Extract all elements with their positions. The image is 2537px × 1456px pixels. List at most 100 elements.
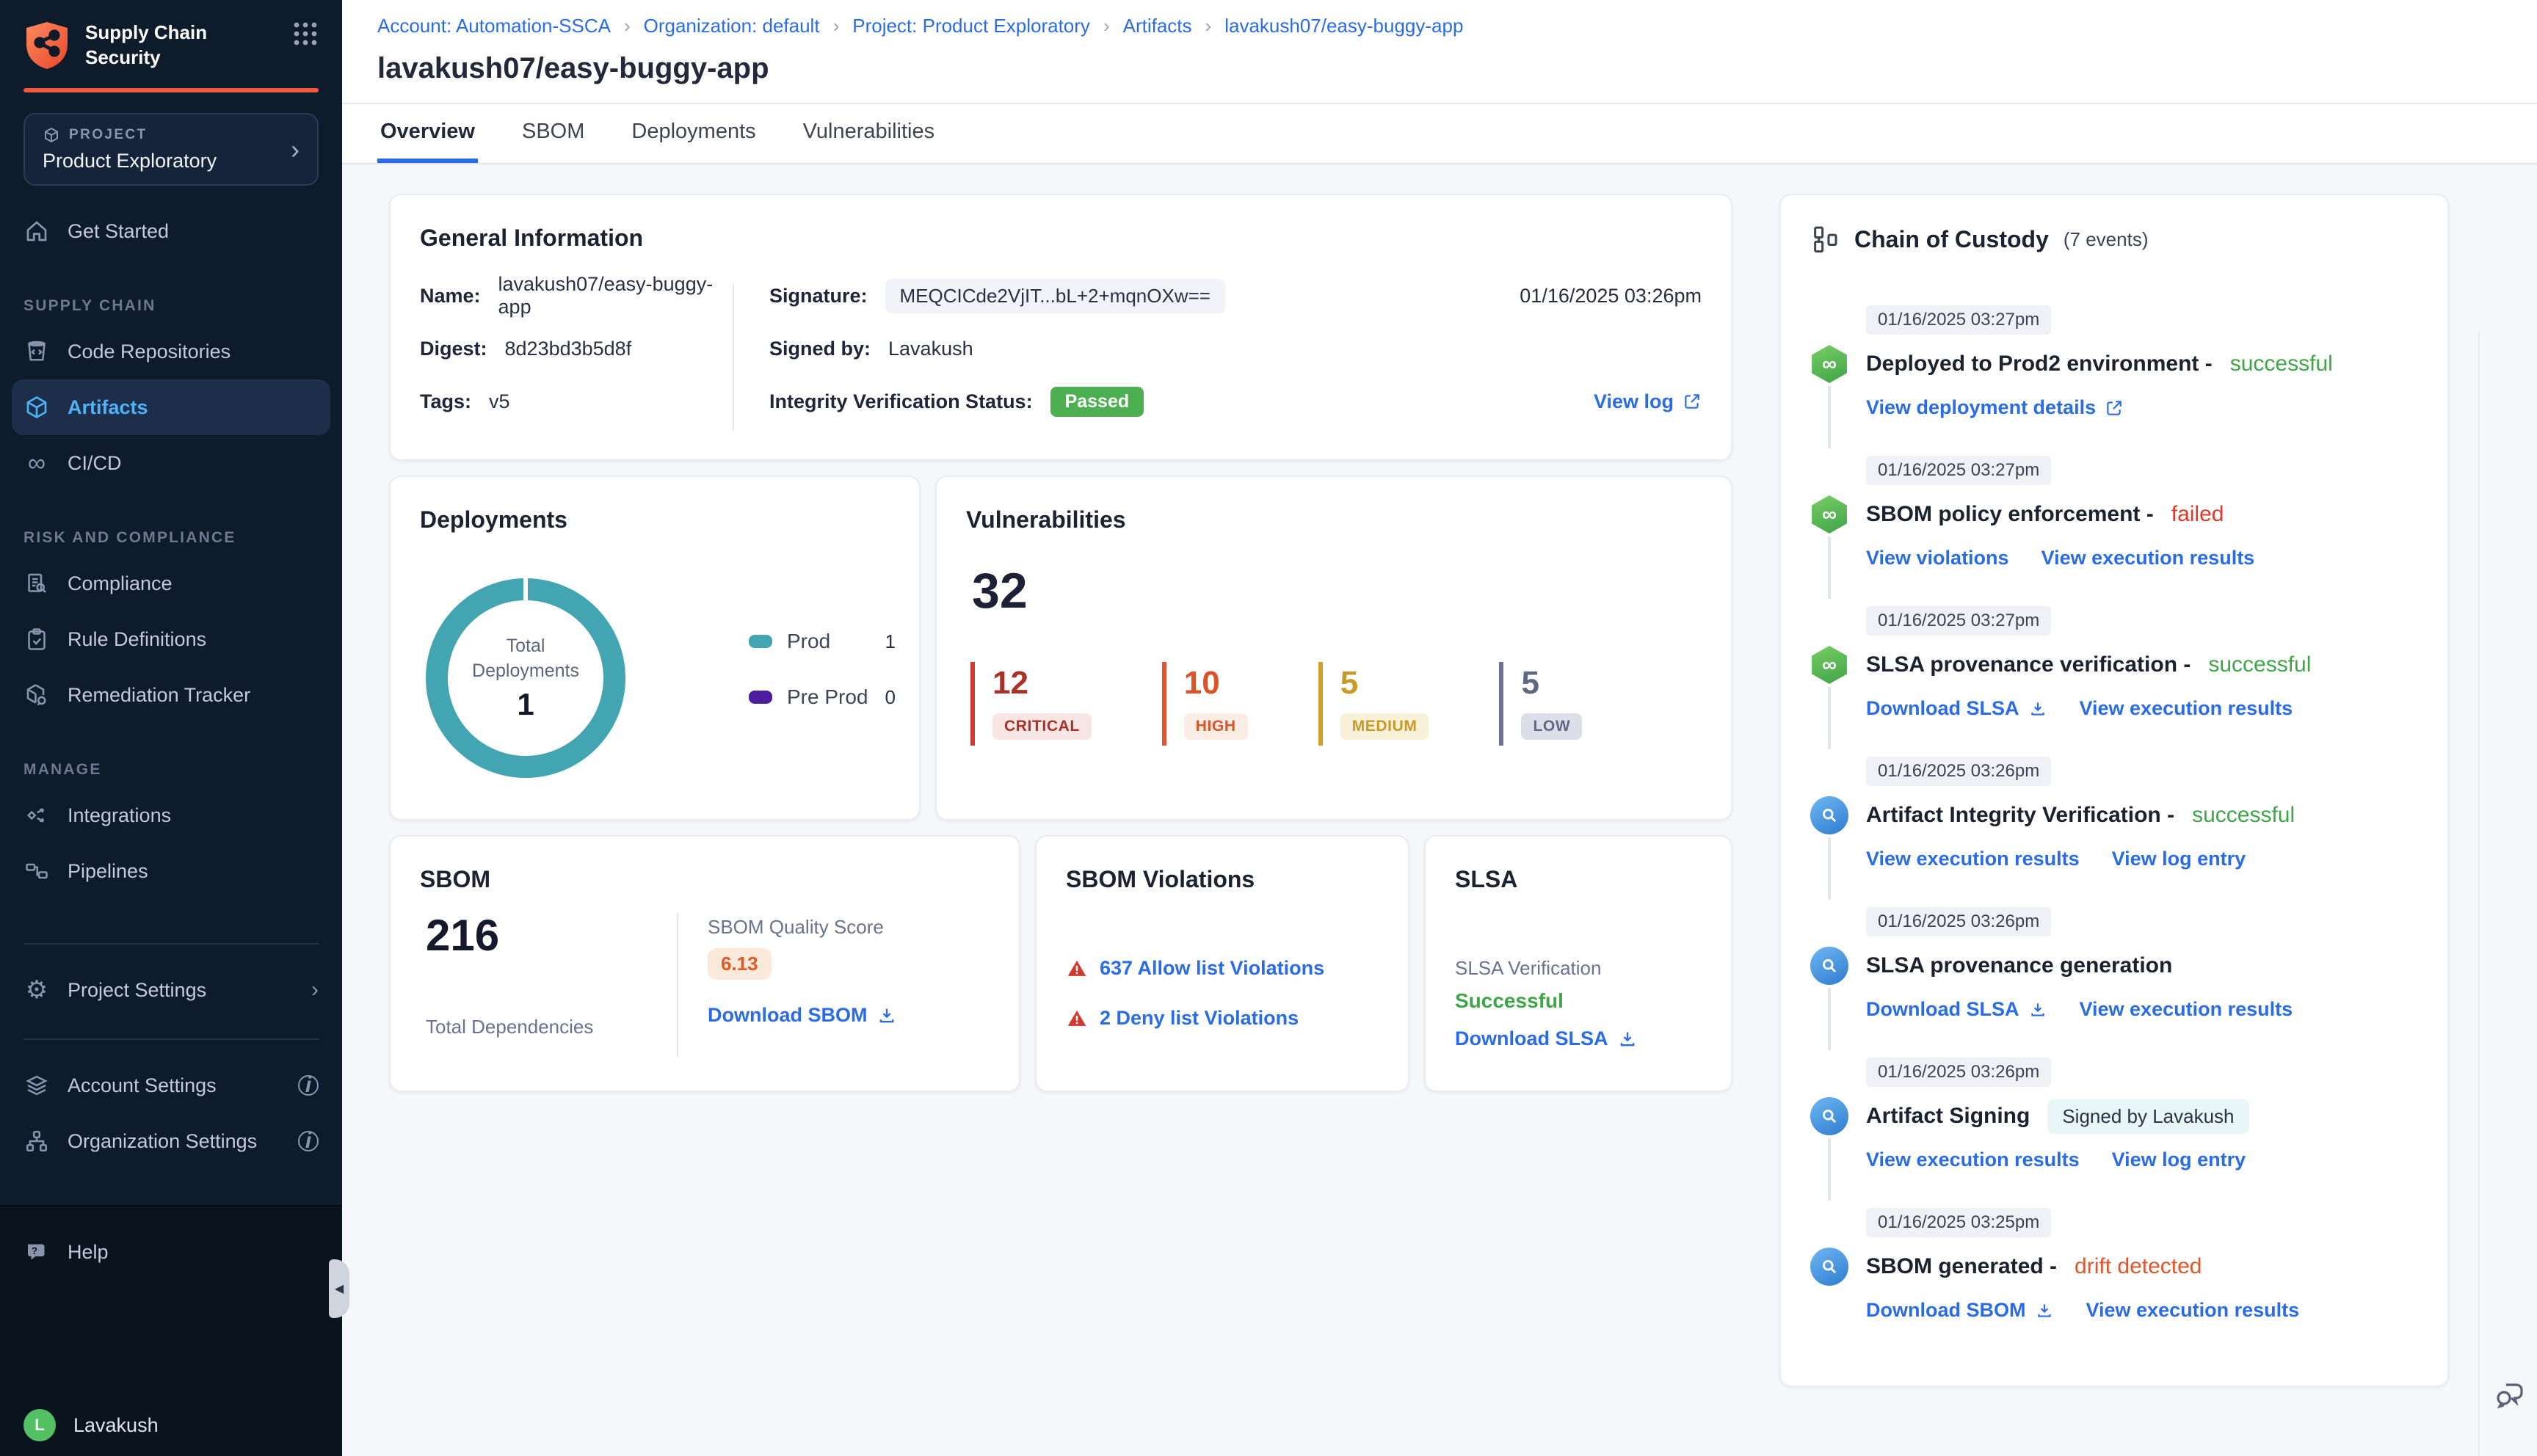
legend-swatch-pre-prod <box>749 691 772 704</box>
sidebar-item-organization-settings[interactable]: Organization Settings i <box>12 1113 330 1169</box>
signed-by-label: Signed by: <box>769 337 871 360</box>
view-execution-results-link[interactable]: View execution results <box>2080 998 2293 1021</box>
sidebar-item-artifacts[interactable]: Artifacts <box>12 379 330 435</box>
sidebar-item-code-repositories[interactable]: Code Repositories <box>12 324 330 379</box>
view-log-link[interactable]: View log <box>1594 390 1702 413</box>
sidebar-item-compliance[interactable]: Compliance <box>12 556 330 611</box>
sidebar-item-project-settings[interactable]: ⚙ Project Settings › <box>12 962 330 1018</box>
gear-icon: ⚙ <box>25 976 48 1004</box>
view-deployment-details-link[interactable]: View deployment details <box>1866 396 2124 419</box>
severity-badge: MEDIUM <box>1340 713 1429 740</box>
tab-vulnerabilities[interactable]: Vulnerabilities <box>802 119 935 143</box>
severity-count: 5 <box>1521 665 1539 701</box>
total-deployments-value: 1 <box>517 686 534 721</box>
link-label: View log entry <box>2111 848 2246 870</box>
sidebar-item-pipelines[interactable]: Pipelines <box>12 843 330 899</box>
sidebar-item-label: Organization Settings <box>68 1129 258 1152</box>
code-repo-icon <box>23 338 50 365</box>
legend-label: Pre Prod <box>787 685 868 708</box>
signed-by-value: Lavakush <box>888 337 973 360</box>
signature-value[interactable]: MEQCICde2VjIT...bL+2+mqnOXw== <box>885 278 1225 313</box>
sidebar-item-label: Code Repositories <box>68 340 231 363</box>
view-violations-link[interactable]: View violations <box>1866 547 2009 569</box>
custody-event-integrity-verification: 01/16/2025 03:26pm Artifact Integrity Ve… <box>1810 755 2418 899</box>
user-menu[interactable]: L Lavakush <box>23 1409 319 1441</box>
artifact-tags: v5 <box>489 390 510 412</box>
donut-center-label: Total <box>506 636 545 657</box>
legend-value: 0 <box>885 685 896 708</box>
sidebar-item-account-settings[interactable]: Account Settings i <box>12 1058 330 1113</box>
deny-list-violations-link[interactable]: 2 Deny list Violations <box>1100 1007 1299 1029</box>
legend-value: 1 <box>885 630 896 652</box>
event-timestamp: 01/16/2025 03:27pm <box>1866 456 2052 485</box>
sidebar-item-label: Rule Definitions <box>68 627 207 650</box>
download-sbom-link[interactable]: Download SBOM <box>1866 1299 2054 1322</box>
download-slsa-link[interactable]: Download SLSA <box>1866 998 2047 1021</box>
link-label: View execution results <box>2086 1299 2300 1321</box>
breadcrumb-separator: › <box>1103 15 1110 37</box>
chat-support-icon[interactable] <box>2491 1377 2527 1412</box>
view-execution-results-link[interactable]: View execution results <box>1866 848 2080 870</box>
tab-sbom[interactable]: SBOM <box>521 119 585 143</box>
cube-icon <box>23 394 50 421</box>
signature-label: Signature: <box>769 284 868 307</box>
view-log-entry-link[interactable]: View log entry <box>2112 1149 2246 1171</box>
sidebar-nav: Get Started SUPPLY CHAIN Code Repositori… <box>0 203 342 1205</box>
page-title: lavakush07/easy-buggy-app <box>377 52 769 84</box>
sidebar-item-integrations[interactable]: Integrations <box>12 787 330 843</box>
sidebar-item-label: Artifacts <box>68 396 148 418</box>
sidebar-item-cicd[interactable]: ∞ CI/CD <box>12 435 330 491</box>
event-title: Artifact Integrity Verification - <box>1866 803 2175 827</box>
sidebar-item-rule-definitions[interactable]: Rule Definitions <box>12 611 330 667</box>
link-label: View execution results <box>2079 998 2293 1020</box>
event-status: successful <box>2192 803 2295 827</box>
link-label: View execution results <box>2041 547 2255 569</box>
avatar: L <box>23 1409 56 1441</box>
signature-timestamp: 01/16/2025 03:26pm <box>1520 284 1702 307</box>
sidebar-item-label: Pipelines <box>68 859 148 882</box>
view-execution-results-link[interactable]: View execution results <box>2086 1299 2300 1322</box>
clipboard-check-icon <box>23 626 50 652</box>
vertical-divider <box>677 913 678 1057</box>
chevron-right-icon: › <box>311 978 319 1002</box>
breadcrumb-current[interactable]: lavakush07/easy-buggy-app <box>1224 15 1464 37</box>
module-switcher-grid-icon[interactable] <box>292 21 319 47</box>
link-label: View log entry <box>2111 1149 2246 1171</box>
sidebar-item-remediation-tracker[interactable]: Remediation Tracker <box>12 667 330 723</box>
severity-high: 10 HIGH <box>1161 662 1248 746</box>
breadcrumb-separator: › <box>832 15 840 37</box>
breadcrumb-artifacts[interactable]: Artifacts <box>1122 15 1192 37</box>
custody-event-artifact-signing: 01/16/2025 03:26pm Artifact Signing Sign… <box>1810 1056 2418 1200</box>
view-execution-results-link[interactable]: View execution results <box>2041 547 2255 569</box>
breadcrumb-account[interactable]: Account: Automation-SSCA <box>377 15 611 37</box>
signed-by-badge: Signed by Lavakush <box>2047 1099 2249 1134</box>
project-name: Product Exploratory <box>43 150 217 172</box>
info-icon: i <box>298 1129 319 1153</box>
severity-count: 12 <box>992 665 1028 701</box>
card-title: SBOM <box>420 866 490 892</box>
chain-of-custody-icon <box>1814 226 1837 253</box>
breadcrumb-project[interactable]: Project: Product Exploratory <box>852 15 1090 37</box>
sidebar-item-help[interactable]: ? Help <box>12 1224 330 1280</box>
download-sbom-link[interactable]: Download SBOM <box>708 1004 897 1027</box>
download-slsa-label: Download SLSA <box>1455 1027 1608 1049</box>
page-header: Account: Automation-SSCA › Organization:… <box>342 0 2537 164</box>
main-area: Account: Automation-SSCA › Organization:… <box>342 0 2537 1456</box>
breadcrumb-organization[interactable]: Organization: default <box>643 15 820 37</box>
allow-list-violations-link[interactable]: 637 Allow list Violations <box>1100 957 1325 979</box>
event-title: Artifact Signing <box>1866 1104 2030 1128</box>
download-slsa-link[interactable]: Download SLSA <box>1866 697 2047 720</box>
view-execution-results-link[interactable]: View execution results <box>1866 1149 2080 1171</box>
view-execution-results-link[interactable]: View execution results <box>2080 697 2293 720</box>
sidebar-collapse-handle[interactable]: ◀ <box>329 1259 349 1318</box>
view-log-entry-link[interactable]: View log entry <box>2112 848 2246 870</box>
scan-icon <box>1810 796 1848 834</box>
tab-deployments[interactable]: Deployments <box>631 119 756 143</box>
allow-list-violations: 637 Allow list Violations <box>1066 957 1324 980</box>
pipeline-icon: ∞ <box>1812 646 1847 684</box>
sbom-quality-score-value: 6.13 <box>708 948 772 980</box>
tab-overview[interactable]: Overview <box>377 104 478 163</box>
project-selector[interactable]: PROJECT Product Exploratory › <box>23 113 319 186</box>
sidebar-item-get-started[interactable]: Get Started <box>12 203 330 259</box>
download-slsa-link[interactable]: Download SLSA <box>1455 1027 1638 1050</box>
